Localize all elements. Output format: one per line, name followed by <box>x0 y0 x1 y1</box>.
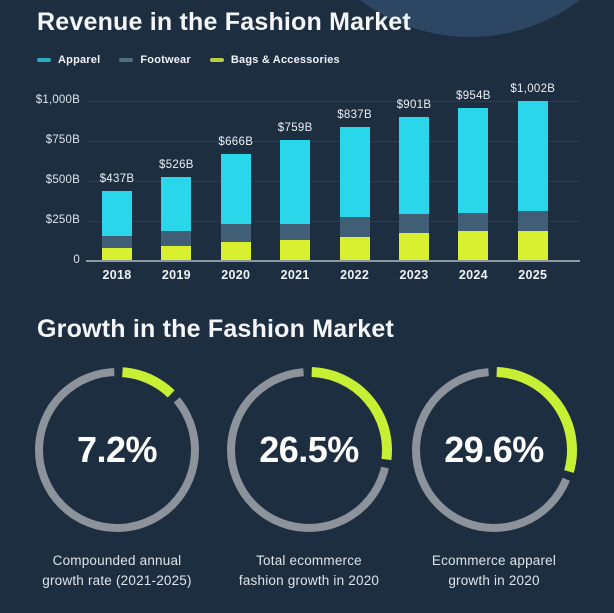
donut-caption: Total ecommerce fashion growth in 2020 <box>238 553 380 589</box>
revenue-section-title: Revenue in the Fashion Market <box>37 8 411 36</box>
x-axis-label: 2024 <box>458 268 488 282</box>
bar-segment-footwear <box>339 216 370 237</box>
bar-segment-apparel <box>517 100 548 212</box>
bar-value-label: $837B <box>337 109 372 122</box>
bar-segment-footwear <box>399 214 429 234</box>
bar-2022 <box>339 127 370 261</box>
bar-value-label: $1,002B <box>510 82 556 95</box>
bar-segment-bags-accessories <box>161 245 192 261</box>
bar-segment-apparel <box>220 154 251 225</box>
legend-label: Footwear <box>140 54 191 66</box>
bar-segment-apparel <box>102 191 132 236</box>
donut-caption: Ecommerce apparel growth in 2020 <box>431 553 557 589</box>
bar-value-label: $666B <box>218 136 254 149</box>
donut-gauge: 26.5% <box>224 365 394 535</box>
x-axis-line <box>86 260 580 262</box>
bar-segment-bags-accessories <box>339 236 370 261</box>
bar-segment-footwear <box>102 235 132 249</box>
bar-value-label: $901B <box>396 98 432 111</box>
bar-2025 <box>517 100 548 261</box>
bar-segment-bags-accessories <box>102 248 132 261</box>
x-axis-label: 2018 <box>102 268 132 282</box>
gridline <box>86 181 580 182</box>
bar-segment-footwear <box>161 230 192 246</box>
bar-segment-footwear <box>517 211 548 232</box>
donut-gauge: 7.2% <box>32 365 202 535</box>
x-axis-label: 2020 <box>221 268 251 282</box>
bar-segment-footwear <box>220 224 251 243</box>
x-axis-label: 2023 <box>399 268 429 282</box>
bar-2021 <box>280 139 311 261</box>
y-axis-label: $500B <box>45 174 80 186</box>
bar-value-label: $437B <box>99 173 135 186</box>
bar-segment-bags-accessories <box>517 231 548 261</box>
donut-ring <box>35 365 199 532</box>
bar-segment-apparel <box>161 176 192 231</box>
bar-segment-apparel <box>339 127 370 217</box>
y-axis-label: $1,000B <box>35 94 80 106</box>
bar-segment-bags-accessories <box>280 240 311 261</box>
gridline <box>86 141 580 142</box>
legend-item: Bags & Accessories <box>209 54 340 66</box>
donut-percent-value: 29.6% <box>444 429 544 470</box>
legend-label: Apparel <box>58 54 101 66</box>
donut-ring <box>227 365 394 532</box>
donut-caption: Compounded annual growth rate (2021-2025… <box>42 553 192 589</box>
y-axis-label: 0 <box>73 254 80 266</box>
bar-segment-bags-accessories <box>458 231 489 261</box>
legend-swatch-bags-accessories <box>209 58 224 62</box>
legend-swatch-apparel <box>37 58 51 62</box>
bar-2024 <box>458 108 489 261</box>
bar-2018 <box>102 191 132 261</box>
x-axis-label: 2021 <box>280 268 310 282</box>
donut-progress-arc <box>311 367 392 461</box>
legend-item: Footwear <box>119 54 191 66</box>
bar-segment-footwear <box>458 212 489 232</box>
gridline <box>86 221 580 222</box>
bar-segment-bags-accessories <box>220 242 251 261</box>
bar-segment-apparel <box>280 139 311 224</box>
donut-progress-arc <box>121 367 175 398</box>
chart-legend: Apparel Footwear Bags & Accessories <box>37 54 340 66</box>
bar-segment-footwear <box>280 223 311 241</box>
bar-2020 <box>220 154 251 261</box>
bar-segment-bags-accessories <box>399 233 429 261</box>
y-axis-label: $250B <box>45 214 80 226</box>
x-axis-label: 2025 <box>518 268 548 282</box>
bar-value-label: $759B <box>277 121 313 134</box>
legend-item: Apparel <box>37 54 100 66</box>
gridline <box>86 101 580 102</box>
bar-segment-apparel <box>399 116 429 215</box>
donut-percent-value: 26.5% <box>259 429 359 470</box>
bar-value-label: $526B <box>159 158 194 171</box>
legend-swatch-footwear <box>119 58 134 62</box>
y-axis-label: $750B <box>45 134 80 146</box>
legend-label: Bags & Accessories <box>230 54 340 66</box>
bar-segment-apparel <box>458 108 489 213</box>
bar-2023 <box>399 116 429 261</box>
growth-section-title: Growth in the Fashion Market <box>37 315 395 343</box>
donut-percent-value: 7.2% <box>76 429 158 470</box>
donut-gauge: 29.6% <box>409 365 579 535</box>
x-axis-label: 2019 <box>161 268 191 282</box>
donut-progress-arc <box>496 367 577 473</box>
bar-2019 <box>161 176 192 261</box>
bar-value-label: $954B <box>456 90 491 103</box>
donut-ring <box>412 365 579 532</box>
x-axis-label: 2022 <box>340 268 370 282</box>
